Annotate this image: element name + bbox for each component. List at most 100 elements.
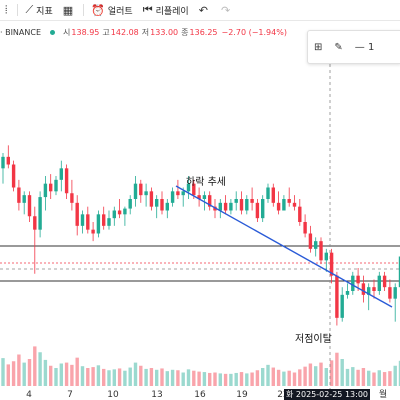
candle-body[interactable] <box>160 199 164 211</box>
volume-bar <box>102 368 106 386</box>
candle-body[interactable] <box>303 222 307 234</box>
candle-body[interactable] <box>287 199 291 203</box>
candle-body[interactable] <box>91 229 95 234</box>
candle-body[interactable] <box>170 191 175 203</box>
candle-body[interactable] <box>139 183 143 196</box>
candle-body[interactable] <box>298 206 302 222</box>
alarm-clock-icon: ⏰ <box>91 3 105 17</box>
candle-body[interactable] <box>372 287 376 291</box>
candle-body[interactable] <box>6 156 10 165</box>
volume-bar <box>335 352 339 386</box>
candle-body[interactable] <box>388 287 392 299</box>
candle-body[interactable] <box>308 233 313 249</box>
object-tree-icon[interactable]: ⊞ <box>314 41 323 53</box>
candle-body[interactable] <box>292 202 297 207</box>
replay-button[interactable]: ⏮ 리플레이 <box>138 0 194 20</box>
candle-body[interactable] <box>335 275 339 318</box>
candles-button[interactable]: ⦙ <box>0 0 15 20</box>
candle-body[interactable] <box>11 164 16 188</box>
candle-body[interactable] <box>276 202 281 211</box>
candle-body[interactable] <box>218 202 222 211</box>
layout-button[interactable]: ▦ <box>58 0 81 20</box>
candle-body[interactable] <box>144 191 148 196</box>
candle-body[interactable] <box>128 199 132 209</box>
candle-body[interactable] <box>266 187 270 200</box>
candle-body[interactable] <box>229 202 233 211</box>
candle-body[interactable] <box>208 195 212 207</box>
volume-bar <box>223 373 228 386</box>
candle-body[interactable] <box>197 195 201 199</box>
symbol-label[interactable]: · BINANCE <box>0 27 42 37</box>
candle-body[interactable] <box>245 199 249 211</box>
candle-body[interactable] <box>22 195 26 203</box>
pencil-icon[interactable]: ✎ <box>334 41 343 53</box>
candle-body[interactable] <box>340 294 344 318</box>
candle-body[interactable] <box>367 287 371 295</box>
candle-body[interactable] <box>377 275 381 291</box>
volume-bar <box>329 360 334 386</box>
candle-body[interactable] <box>165 202 169 211</box>
candle-body[interactable] <box>64 168 69 194</box>
candle-body[interactable] <box>123 208 127 215</box>
breakdown-annotation[interactable]: 저점이탈 <box>295 332 332 345</box>
candle-body[interactable] <box>43 183 48 198</box>
candle-body[interactable] <box>80 214 85 226</box>
candle-body[interactable] <box>17 187 21 203</box>
x-tick-label: 22 <box>277 390 288 400</box>
redo-button[interactable]: ↷ <box>216 0 238 20</box>
candle-body[interactable] <box>102 214 106 226</box>
candle-body[interactable] <box>223 202 228 211</box>
candle-body[interactable] <box>59 168 63 180</box>
candle-body[interactable] <box>351 275 355 291</box>
candle-body[interactable] <box>86 214 90 230</box>
candle-body[interactable] <box>49 183 53 192</box>
candle-body[interactable] <box>38 197 42 230</box>
candle-body[interactable] <box>398 256 400 288</box>
candle-body[interactable] <box>107 218 111 226</box>
downtrend-line[interactable] <box>175 185 393 308</box>
candle-body[interactable] <box>54 179 58 192</box>
candle-body[interactable] <box>192 183 196 196</box>
candle-body[interactable] <box>33 216 37 230</box>
candle-body[interactable] <box>393 287 397 299</box>
candle-body[interactable] <box>181 191 185 196</box>
candle-body[interactable] <box>1 156 5 169</box>
indicators-button[interactable]: ⟋ 지표 <box>20 0 57 20</box>
volume-bar <box>340 359 344 386</box>
candle-body[interactable] <box>75 202 79 226</box>
candle-body[interactable] <box>133 183 138 199</box>
candle-body[interactable] <box>345 291 350 295</box>
candle-body[interactable] <box>149 191 154 207</box>
candle-body[interactable] <box>117 210 122 215</box>
candle-body[interactable] <box>361 283 366 295</box>
candle-body[interactable] <box>186 183 191 192</box>
candle-body[interactable] <box>155 199 159 207</box>
candle-body[interactable] <box>250 199 254 203</box>
candle-body[interactable] <box>329 252 334 276</box>
candle-body[interactable] <box>70 193 74 203</box>
market-status-dot <box>50 29 56 35</box>
candle-body[interactable] <box>382 275 387 288</box>
candle-body[interactable] <box>324 252 328 261</box>
volume-bar <box>271 367 275 386</box>
alert-button[interactable]: ⏰ 얼러트 <box>86 0 138 20</box>
candle-body[interactable] <box>356 275 360 284</box>
candle-body[interactable] <box>239 199 244 211</box>
high-value: 142.08 <box>110 27 139 37</box>
candle-body[interactable] <box>282 199 286 211</box>
candle-body[interactable] <box>261 199 265 219</box>
candle-body[interactable] <box>234 199 238 203</box>
candle-body[interactable] <box>112 210 116 219</box>
line-style-icon[interactable]: — 1 <box>354 41 375 53</box>
undo-button[interactable]: ↶ <box>194 0 216 20</box>
candle-body[interactable] <box>202 195 207 199</box>
candle-body[interactable] <box>271 187 275 203</box>
candle-body[interactable] <box>96 214 101 234</box>
downtrend-annotation[interactable]: 하락 추세 <box>186 175 226 188</box>
candle-body[interactable] <box>255 202 260 219</box>
candle-body[interactable] <box>319 241 323 261</box>
candle-body[interactable] <box>27 195 32 217</box>
candle-body[interactable] <box>176 191 180 196</box>
candle-body[interactable] <box>314 241 318 249</box>
